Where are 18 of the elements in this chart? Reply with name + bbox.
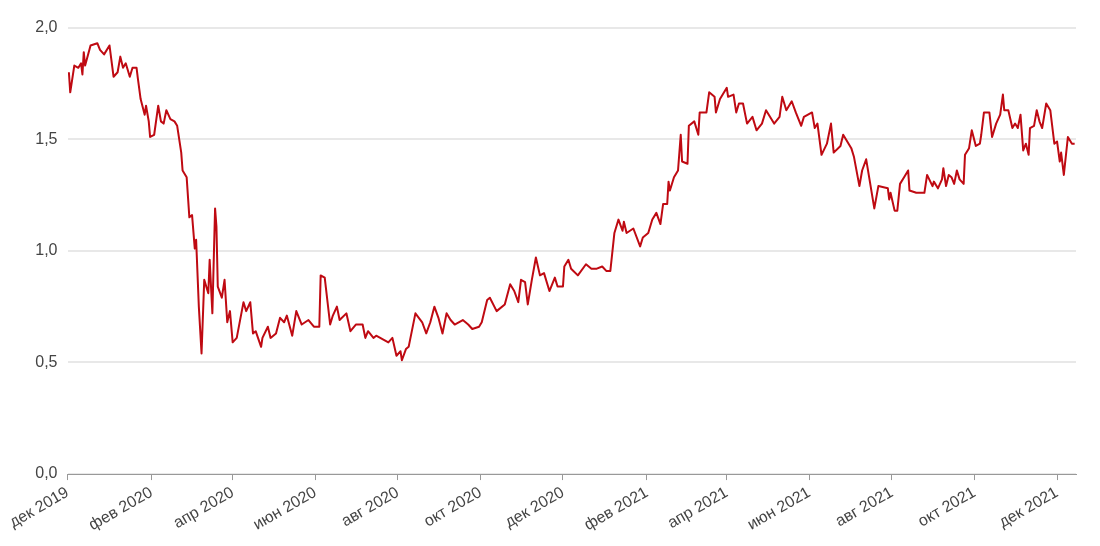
y-tick-label: 1,5 (35, 129, 58, 147)
x-tick-label: июн 2021 (744, 483, 814, 533)
x-tick-label: окт 2021 (914, 483, 979, 530)
x-tick-label: дек 2020 (501, 483, 567, 531)
x-tick-label: авг 2021 (832, 483, 896, 530)
y-tick-label: 1,0 (35, 241, 58, 259)
x-tick-label: апр 2021 (664, 483, 731, 532)
x-tick-label: фев 2021 (581, 483, 651, 534)
y-tick-label: 2,0 (35, 18, 58, 36)
x-tick-label: авг 2020 (338, 483, 402, 530)
x-tick-label: июн 2020 (250, 483, 320, 533)
x-tick-label: дек 2019 (6, 483, 72, 531)
y-tick-label: 0,5 (35, 352, 58, 370)
x-tick-label: фев 2020 (85, 483, 156, 534)
x-tick-label: апр 2020 (170, 483, 237, 532)
x-tick-label: дек 2021 (995, 483, 1061, 531)
x-tick-label: окт 2020 (420, 483, 485, 530)
y-tick-label: 0,0 (35, 464, 58, 482)
